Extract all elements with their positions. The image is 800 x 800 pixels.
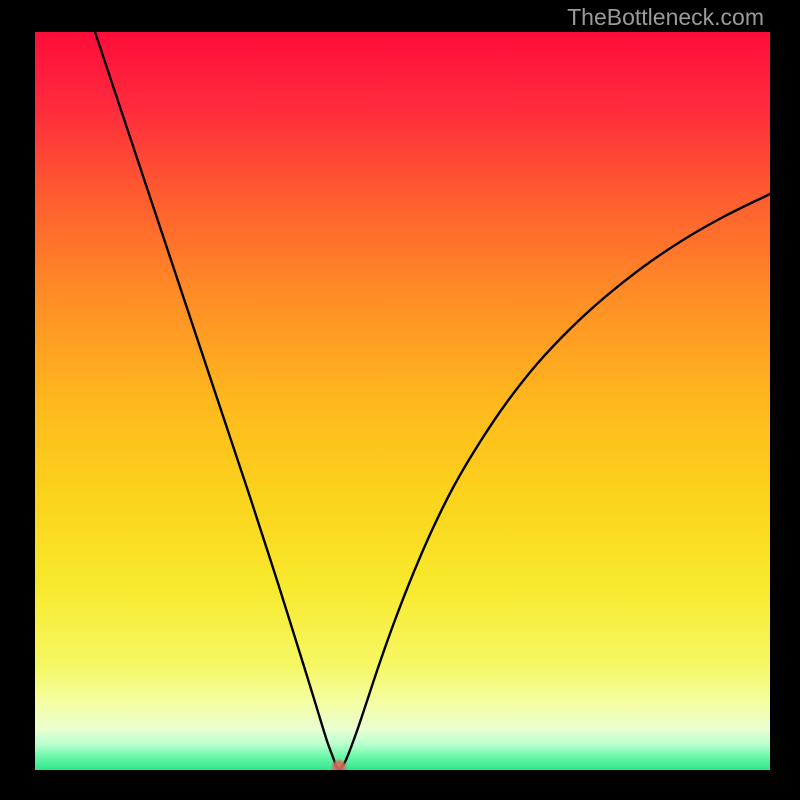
- watermark-text: TheBottleneck.com: [567, 4, 764, 31]
- optimal-point-marker: [332, 760, 346, 770]
- bottleneck-curve: [35, 32, 770, 770]
- plot-area: [35, 32, 770, 770]
- chart-frame: TheBottleneck.com: [0, 0, 800, 800]
